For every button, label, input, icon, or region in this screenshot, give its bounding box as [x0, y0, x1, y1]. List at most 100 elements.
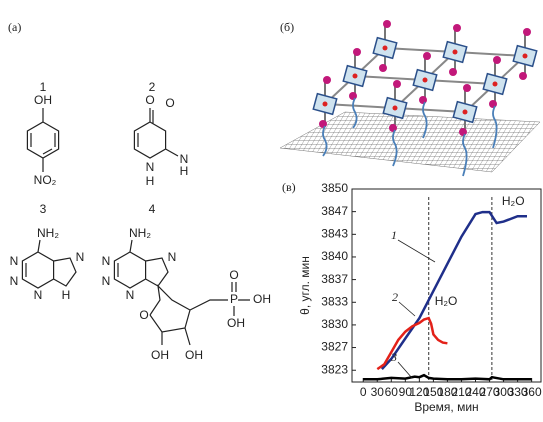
- atom-label: H: [62, 288, 71, 302]
- end-group: [449, 68, 457, 76]
- x-tick-label: 270: [480, 385, 500, 399]
- end-group: [389, 124, 397, 132]
- atom-label: NO₂: [34, 173, 57, 187]
- y-tick-label: 3840: [321, 249, 348, 263]
- end-group: [493, 56, 501, 64]
- atom-label: OH: [34, 93, 52, 107]
- x-tick-label: 120: [409, 385, 429, 399]
- end-group: [523, 28, 531, 36]
- y-tick-label: 3850: [321, 181, 348, 195]
- bonds: [21, 108, 250, 346]
- annotation: H₂O: [502, 194, 525, 208]
- series-label: 2: [392, 290, 398, 304]
- series-line: [376, 316, 448, 371]
- tether: [392, 129, 398, 167]
- atom-label: N: [10, 254, 19, 268]
- panel-label: (б): [280, 20, 294, 34]
- atom-label: N: [102, 254, 111, 268]
- x-tick-label: 330: [508, 385, 528, 399]
- y-axis-label: θ, угл. мин: [298, 256, 312, 315]
- atom-label: O: [145, 93, 154, 107]
- end-group: [463, 84, 471, 92]
- end-group: [353, 48, 361, 56]
- series-leader: [398, 301, 416, 317]
- metal-center: [522, 53, 528, 59]
- end-group: [453, 24, 461, 32]
- series-line: [363, 373, 532, 381]
- atom-label: N: [180, 152, 189, 166]
- end-group: [489, 100, 497, 108]
- atom-label: P: [230, 292, 238, 306]
- tether: [462, 133, 468, 177]
- metal-center: [462, 109, 468, 115]
- end-group: [379, 64, 387, 72]
- end-group: [423, 52, 431, 60]
- end-group: [519, 72, 527, 80]
- atom-label: N: [146, 160, 155, 174]
- end-group: [323, 76, 331, 84]
- atom-label: N: [76, 250, 85, 264]
- x-tick-label: 180: [437, 385, 457, 399]
- atom-label: N: [10, 274, 19, 288]
- end-group: [419, 96, 427, 104]
- y-tick-label: 3847: [321, 204, 348, 218]
- x-tick-label: 30: [371, 385, 385, 399]
- metal-center: [452, 49, 458, 55]
- metal-center: [352, 73, 358, 79]
- x-tick-label: 240: [465, 385, 485, 399]
- series-label: 3: [390, 350, 397, 364]
- x-tick-label: 60: [385, 385, 399, 399]
- panel-label: (а): [8, 20, 21, 34]
- linker: [394, 107, 466, 113]
- tether: [422, 101, 428, 139]
- metal-center: [492, 81, 498, 87]
- y-tick-label: 3830: [321, 317, 348, 331]
- atom-label: OH: [151, 348, 169, 362]
- x-tick-label: 90: [399, 385, 413, 399]
- y-tick-label: 3837: [321, 272, 348, 286]
- metal-center: [392, 105, 398, 111]
- molecule-number: 3: [40, 202, 47, 216]
- end-group: [459, 128, 467, 136]
- end-group: [383, 20, 391, 28]
- atom-label: O: [229, 268, 238, 282]
- atom-label: NH₂: [37, 226, 59, 240]
- x-tick-label: 210: [451, 385, 471, 399]
- tether: [492, 105, 498, 149]
- y-tick-label: 3823: [321, 362, 348, 376]
- end-group: [349, 92, 357, 100]
- illustration: [279, 20, 541, 177]
- atom-label: OH: [253, 292, 271, 306]
- metal-center: [322, 101, 328, 107]
- graphene-sheet: [279, 111, 541, 173]
- atom-label: N: [126, 288, 135, 302]
- atom-label: O: [165, 96, 174, 110]
- x-tick-label: 360: [522, 385, 542, 399]
- end-group: [319, 120, 327, 128]
- atom-label: N: [102, 274, 111, 288]
- atom-label: NH₂: [129, 226, 151, 240]
- series-leader: [397, 361, 413, 379]
- series-label: 1: [391, 228, 397, 242]
- atom-label: OH: [227, 316, 245, 330]
- tether: [352, 97, 358, 129]
- tether: [322, 125, 328, 157]
- linker: [354, 75, 426, 81]
- metal-center: [382, 45, 388, 51]
- x-tick-label: 150: [423, 385, 443, 399]
- x-axis-label: Время, мин: [414, 400, 478, 414]
- series-line: [380, 210, 527, 370]
- atom-label: N: [34, 288, 43, 302]
- atom-label: OH: [185, 348, 203, 362]
- y-tick-label: 3843: [321, 226, 348, 240]
- metal-center: [422, 77, 428, 83]
- linker: [454, 51, 526, 57]
- annotation: H₂O: [435, 294, 458, 308]
- series-leader: [397, 239, 436, 263]
- plot-frame: [351, 188, 542, 383]
- atom-label: H: [180, 164, 189, 178]
- linker: [324, 103, 396, 109]
- end-group: [393, 80, 401, 88]
- atom-label: H: [146, 174, 155, 188]
